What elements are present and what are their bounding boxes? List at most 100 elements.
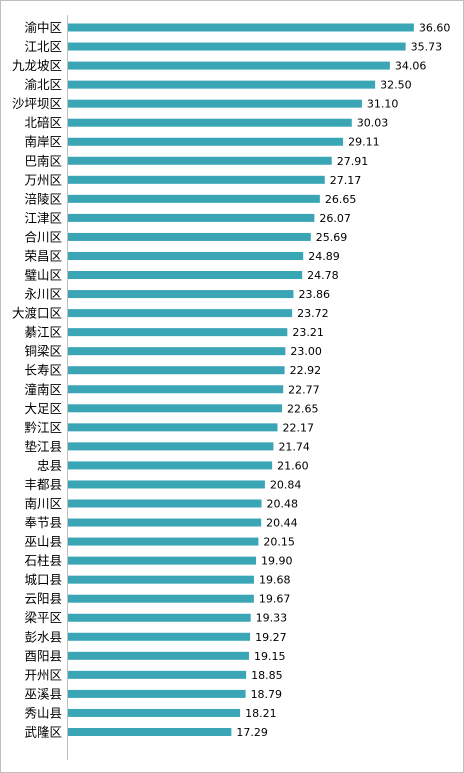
category-label-24: 丰都县 [24,477,62,492]
value-label-31: 19.33 [256,612,287,625]
bar-24 [68,480,265,489]
value-label-13: 24.78 [307,269,339,282]
value-label-34: 18.85 [251,669,283,682]
category-label-9: 涪陵区 [24,191,62,206]
bar-35 [68,689,246,698]
value-label-28: 19.90 [261,555,293,568]
value-label-16: 23.21 [292,326,324,339]
category-label-13: 璧山区 [24,268,62,283]
value-label-25: 20.48 [267,498,299,511]
bar-27 [68,537,259,546]
value-label-2: 34.06 [395,60,427,73]
value-label-36: 18.21 [245,707,277,720]
category-label-32: 彭水县 [24,629,62,644]
value-label-15: 23.72 [297,307,329,320]
bar-33 [68,651,249,660]
category-label-6: 南岸区 [24,134,62,149]
value-label-7: 27.91 [337,155,369,168]
bar-10 [68,213,315,222]
bar-36 [68,708,241,717]
value-label-30: 19.67 [259,593,291,606]
category-label-5: 北碚区 [24,115,62,130]
value-labels-group: 36.60 35.73 34.06 32.50 31.10 30.03 29.11 27.91… [236,22,450,739]
bar-21 [68,423,278,432]
bar-8 [68,175,325,184]
bar-17 [68,347,286,356]
bar-22 [68,442,274,451]
value-label-14: 23.86 [298,288,330,301]
value-label-29: 19.68 [259,574,291,587]
value-label-12: 24.89 [308,250,340,263]
category-label-28: 石柱县 [24,553,62,568]
category-label-23: 忠县 [37,458,62,473]
bar-2 [68,61,390,70]
category-label-2: 九龙坡区 [12,58,62,73]
category-label-34: 开州区 [24,667,62,682]
value-label-9: 26.65 [325,193,357,206]
category-label-19: 潼南区 [24,382,62,397]
bar-25 [68,499,262,508]
value-label-0: 36.60 [419,22,451,35]
category-label-12: 荣昌区 [24,248,62,263]
value-label-21: 22.17 [283,421,315,434]
value-label-35: 18.79 [251,688,283,701]
category-labels-group: 渝中区江北区九龙坡区渝北区沙坪坝区北碚区南岸区巴南区万州区涪陵区江津区合川区荣昌… [12,20,62,739]
value-label-26: 20.44 [266,517,298,530]
bar-5 [68,118,352,127]
bar-19 [68,385,284,394]
category-label-22: 垫江县 [24,439,62,454]
value-label-20: 22.65 [287,402,319,415]
category-label-29: 城口县 [24,572,62,587]
category-label-10: 江津区 [24,210,62,225]
value-label-23: 21.60 [277,459,309,472]
value-label-27: 20.15 [263,536,295,549]
bar-26 [68,518,262,527]
bar-6 [68,137,344,146]
bar-1 [68,42,406,51]
bars-group [68,23,414,736]
value-label-10: 26.07 [319,212,351,225]
bar-12 [68,251,304,260]
value-label-37: 17.29 [236,726,268,739]
category-label-18: 长寿区 [24,363,62,378]
bar-4 [68,99,362,108]
value-label-19: 22.77 [288,383,320,396]
category-label-1: 江北区 [24,39,62,54]
bar-32 [68,632,251,641]
value-label-18: 22.92 [290,364,322,377]
bar-18 [68,366,285,375]
bar-0 [68,23,414,32]
bar-15 [68,309,293,318]
value-label-22: 21.74 [278,440,310,453]
category-label-25: 南川区 [24,496,62,511]
category-label-31: 梁平区 [24,610,62,625]
category-label-14: 永川区 [24,287,62,302]
category-label-4: 沙坪坝区 [12,96,62,111]
value-label-17: 23.00 [290,345,322,358]
category-label-0: 渝中区 [24,20,62,35]
bar-20 [68,404,283,413]
category-label-26: 奉节县 [24,515,62,530]
bar-3 [68,80,376,89]
value-label-6: 29.11 [348,136,380,149]
category-label-33: 酉阳县 [24,648,62,663]
category-label-37: 武隆区 [24,724,62,739]
bar-23 [68,461,273,470]
bar-13 [68,271,303,280]
bar-14 [68,290,294,299]
bar-34 [68,670,247,679]
bar-31 [68,613,251,622]
bar-9 [68,194,320,203]
value-label-32: 19.27 [255,631,287,644]
bar-28 [68,556,257,565]
category-label-20: 大足区 [24,401,62,416]
category-label-30: 云阳县 [24,591,62,606]
category-label-7: 巴南区 [24,153,62,168]
category-label-3: 渝北区 [24,77,62,92]
category-label-21: 黔江区 [24,420,62,435]
category-label-11: 合川区 [24,229,62,244]
bar-7 [68,156,332,165]
category-label-36: 秀山县 [24,705,62,720]
value-label-3: 32.50 [380,79,412,92]
